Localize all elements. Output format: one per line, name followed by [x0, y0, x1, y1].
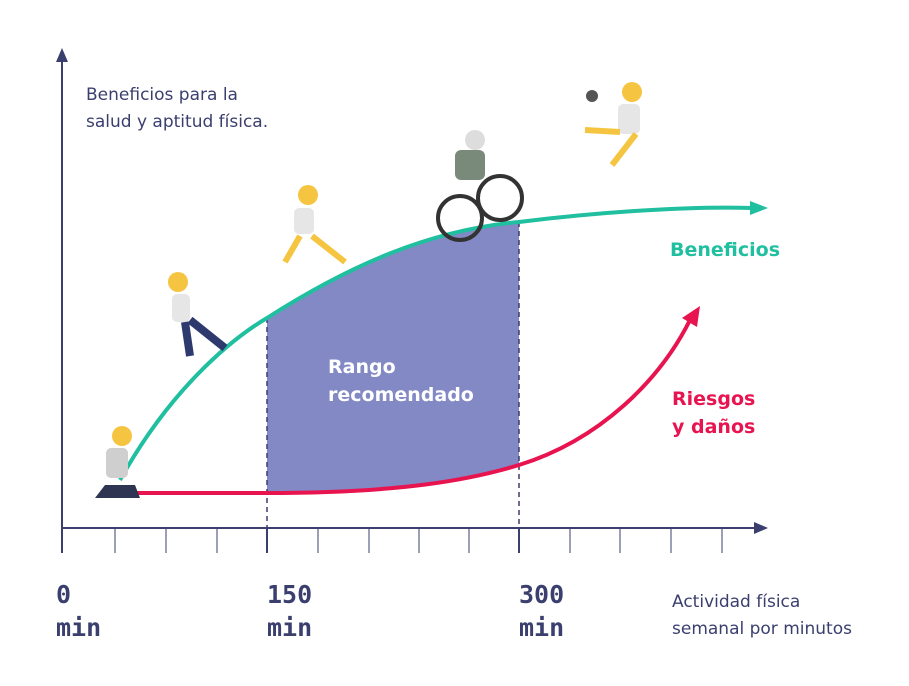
- range-label: recomendado: [328, 384, 474, 406]
- x-label: min: [519, 613, 564, 642]
- y-arrow: [56, 48, 68, 62]
- risks-arrow: [682, 306, 700, 327]
- range-label: Rango: [328, 356, 396, 378]
- y-axis-label: salud y aptitud física.: [86, 112, 268, 132]
- x-label: min: [56, 613, 101, 642]
- x-label: 150: [267, 580, 312, 609]
- risks-curve: [130, 319, 692, 495]
- recommended-range: [267, 222, 519, 493]
- figures: [95, 82, 642, 498]
- x-label: 0: [56, 580, 71, 609]
- benefits-arrow: [750, 201, 768, 215]
- x-label: 300: [519, 580, 564, 609]
- risks-label: Riesgos: [672, 388, 755, 410]
- risks-label: y daños: [672, 416, 755, 438]
- x-label: min: [267, 613, 312, 642]
- benefits-curve: [118, 205, 753, 481]
- x-axis-label: Actividad física: [672, 592, 800, 612]
- x-arrow: [754, 522, 768, 534]
- benefits-label: Beneficios: [670, 239, 780, 261]
- y-axis-label: Beneficios para la: [86, 85, 238, 105]
- x-axis-label: semanal por minutos: [672, 619, 852, 639]
- ticks: [114, 528, 723, 553]
